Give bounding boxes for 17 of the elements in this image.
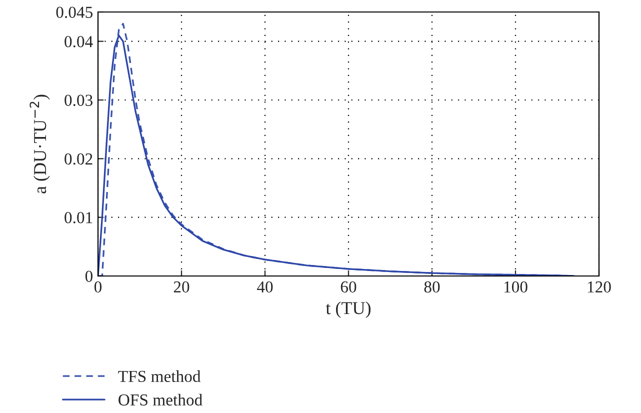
x-tick-label: 40 bbox=[256, 281, 273, 293]
x-tick-label: 100 bbox=[504, 281, 528, 293]
legend-label: OFS method bbox=[118, 394, 202, 406]
x-tick-label: 20 bbox=[174, 281, 190, 293]
x-tick-label: 80 bbox=[424, 281, 440, 293]
x-tick-label: 120 bbox=[588, 281, 611, 293]
y-tick-label: 0 bbox=[85, 270, 93, 282]
y-tick-label: 0.01 bbox=[64, 212, 92, 224]
legend-label: TFS method bbox=[118, 370, 201, 382]
x-tick-label: 0 bbox=[94, 281, 102, 293]
y-axis-title: a (DU·TU$^{−2}$) bbox=[30, 94, 50, 194]
y-tick-label: 0.02 bbox=[64, 153, 92, 165]
x-tick-label: 60 bbox=[340, 281, 356, 293]
y-tick-label: 0.03 bbox=[64, 94, 92, 106]
x-axis-title: t (TU) bbox=[326, 302, 371, 318]
y-tick-label: 0.045 bbox=[56, 6, 92, 18]
y-tick-label: 0.04 bbox=[64, 36, 93, 48]
